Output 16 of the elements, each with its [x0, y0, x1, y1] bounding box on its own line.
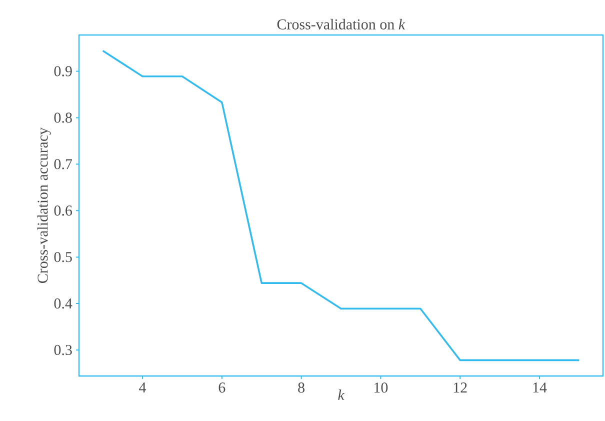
x-tick-label: 12	[454, 382, 467, 392]
x-tick-label: 6	[218, 382, 226, 393]
x-tick-label: 14	[533, 382, 547, 392]
y-tick-label: 0.4	[54, 298, 72, 309]
y-tick-label: 0.5	[54, 252, 72, 262]
y-tick-label: 0.9	[54, 66, 72, 76]
chart-title: Cross-validation on k	[277, 18, 406, 30]
y-tick-label: 0.7	[54, 159, 72, 170]
y-tick-label: 0.8	[54, 112, 72, 123]
x-tick-label: 8	[298, 382, 304, 393]
y-tick-label: 0.3	[54, 344, 72, 356]
y-axis-title: Cross-validation accuracy	[37, 127, 51, 283]
y-tick-label: 0.6	[54, 206, 72, 216]
x-axis-title: k	[338, 390, 345, 400]
x-tick-label: 10	[374, 382, 388, 393]
x-tick-label: 4	[139, 382, 146, 392]
